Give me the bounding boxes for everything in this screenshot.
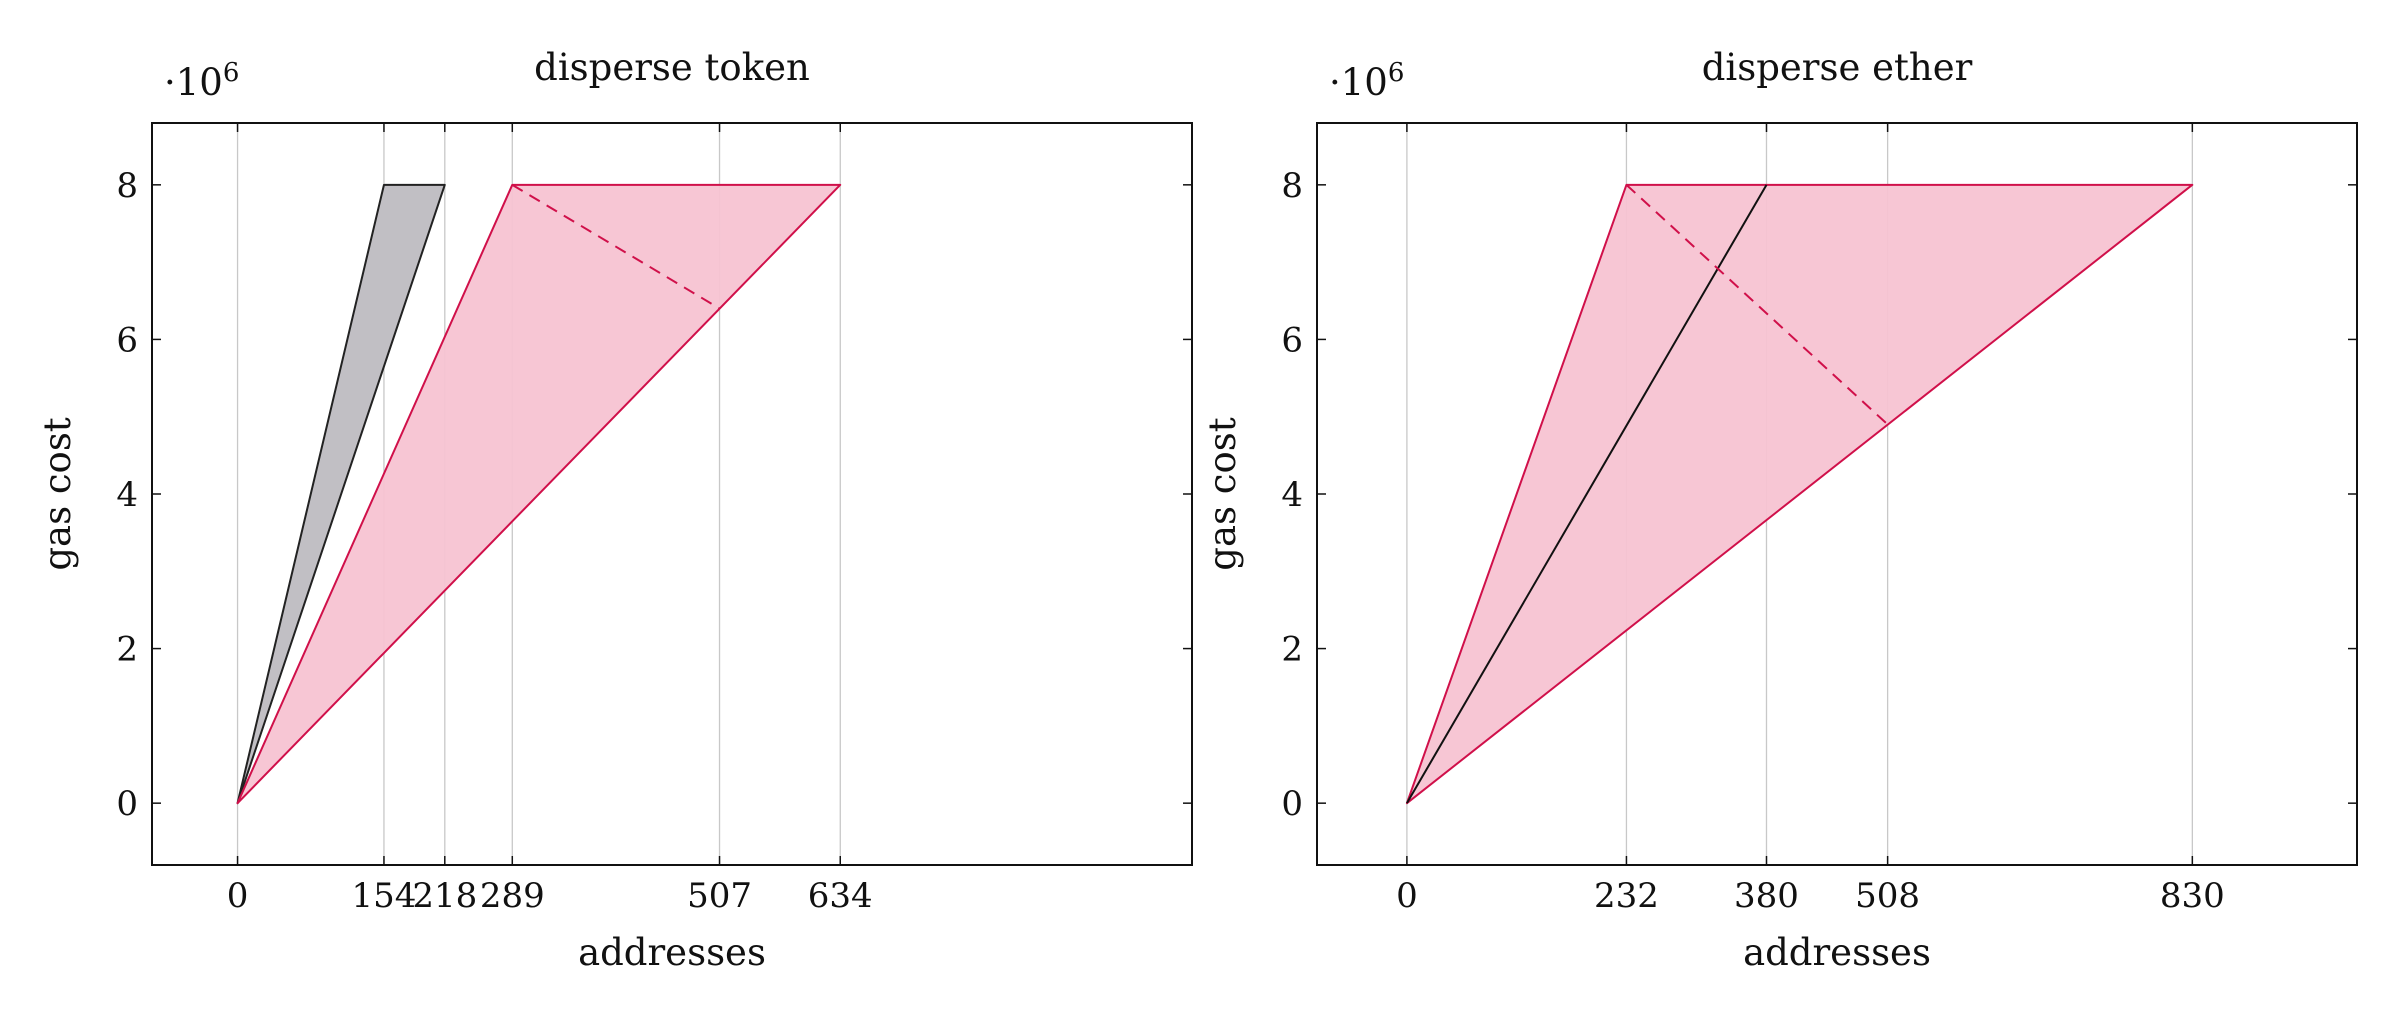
y-tick-label: 2	[1281, 630, 1303, 670]
series-area-red	[236, 183, 842, 805]
x-tick-label: 508	[1855, 876, 1920, 916]
x-tick-label: 0	[227, 876, 249, 916]
y-axis-label: gas cost	[1201, 417, 1244, 570]
y-multiplier: ·106	[1329, 58, 1404, 104]
series-area-red	[1405, 183, 2194, 805]
chart-title: disperse ether	[1702, 46, 1973, 89]
series-black-line	[1406, 184, 1768, 804]
x-tick-label: 289	[480, 876, 545, 916]
x-tick-label: 380	[1734, 876, 1799, 916]
y-axis-label: gas cost	[36, 417, 79, 570]
y-tick-label: 6	[116, 320, 138, 360]
chart-2: 0 232 380 508 830 0 2 4 6 8 disperse ether addresse…	[1201, 46, 2358, 974]
x-tick-label: 232	[1594, 876, 1659, 916]
y-tick-label: 0	[116, 784, 138, 824]
chart-title: disperse token	[534, 46, 810, 89]
x-tick-label: 634	[808, 876, 873, 916]
x-tick-label: 507	[687, 876, 752, 916]
y-tick-label: 6	[1281, 320, 1303, 360]
x-axis-label: addresses	[1743, 931, 1931, 974]
series-dashed-line	[511, 183, 721, 310]
x-axis-label: addresses	[578, 931, 766, 974]
y-tick-label: 8	[1281, 166, 1303, 206]
y-tick-label: 0	[1281, 784, 1303, 824]
y-tick-label: 8	[116, 166, 138, 206]
x-tick-label: 154	[352, 876, 417, 916]
x-tick-label: 0	[1396, 876, 1418, 916]
series-area-gray	[236, 183, 446, 805]
y-multiplier: ·106	[164, 58, 239, 104]
y-tick-label: 4	[1281, 475, 1303, 515]
x-tick-label: 218	[412, 876, 477, 916]
y-tick-label: 4	[116, 475, 138, 515]
x-tick-label: 830	[2160, 876, 2225, 916]
y-tick-label: 2	[116, 630, 138, 670]
